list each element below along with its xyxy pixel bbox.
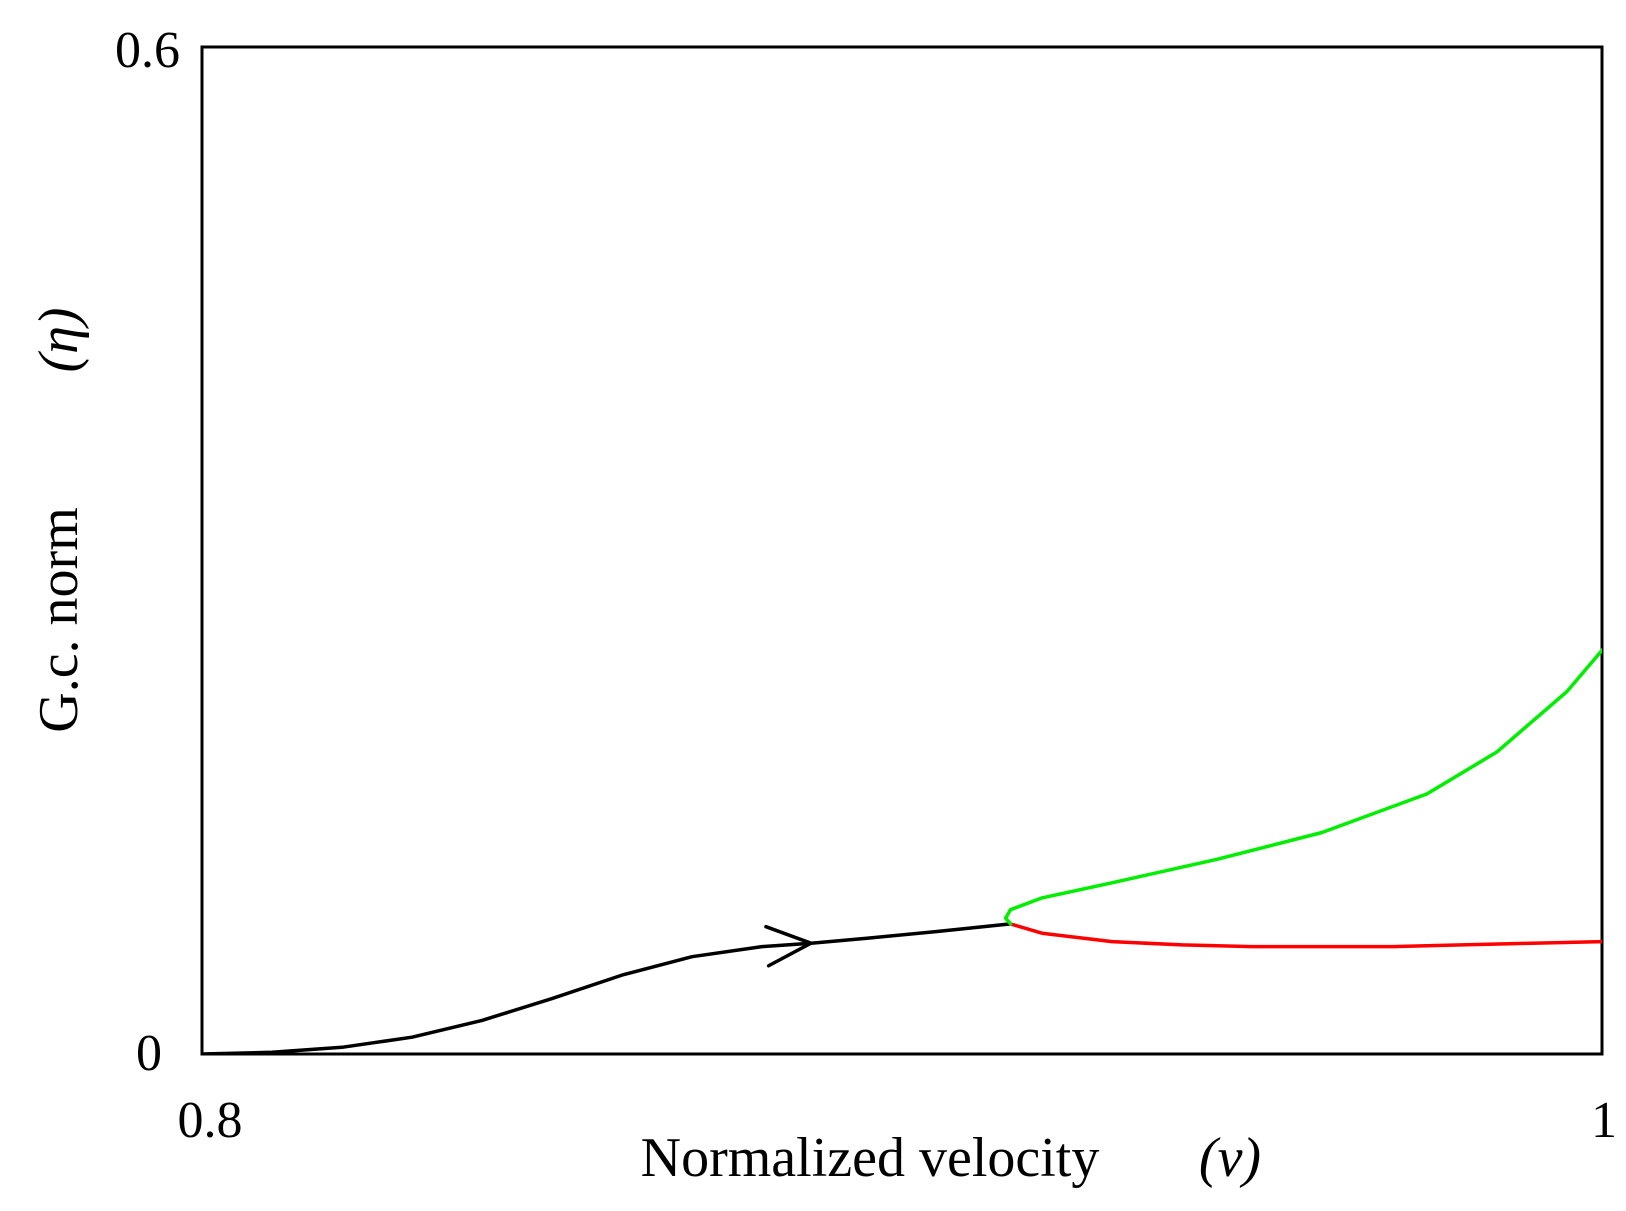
x-axis-title: Normalized velocity [641, 1127, 1100, 1189]
series-line-unstable-branch [1003, 647, 1602, 926]
y-tick-label-bottom: 0 [136, 1025, 162, 1082]
y-axis-title: G.c. norm [28, 507, 90, 733]
series-layer [202, 647, 1602, 1054]
y-axis-title-group: G.c. norm (η) [28, 307, 90, 732]
x-tick-label-right: 1 [1591, 1092, 1617, 1149]
series-line-initial-branch [202, 922, 1013, 1054]
y-tick-label-top: 0.6 [115, 22, 180, 79]
plot-frame [200, 45, 1604, 1056]
x-tick-label-left: 0.8 [178, 1092, 243, 1149]
series-arrowhead [764, 924, 816, 968]
x-axis-symbol: (v) [1199, 1127, 1261, 1189]
series-line-stable-branch [1008, 922, 1602, 949]
y-axis-symbol: (η) [28, 307, 90, 372]
